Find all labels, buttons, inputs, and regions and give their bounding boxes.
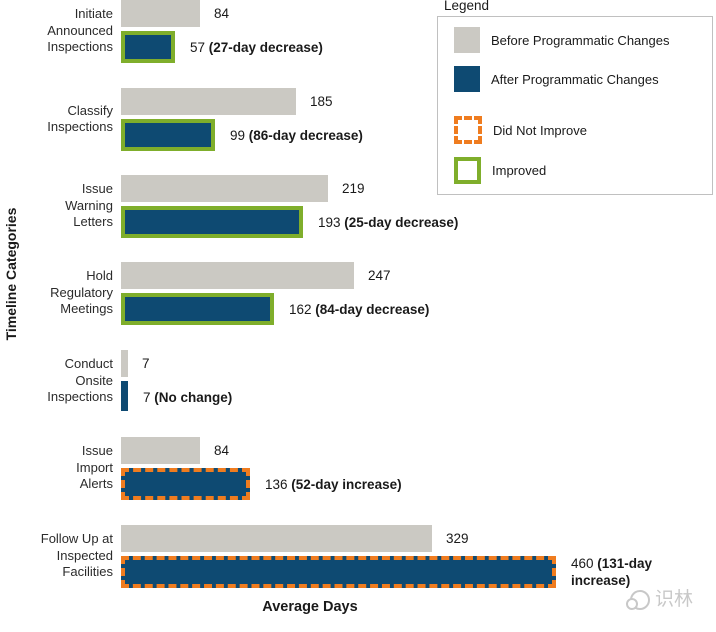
legend-item-label: Before Programmatic Changes [491, 32, 670, 48]
after-value-label: 136 (52-day increase) [265, 476, 402, 492]
before-swatch [454, 27, 480, 53]
legend: Before Programmatic Changes After Progra… [437, 16, 713, 195]
legend-item-label: After Programmatic Changes [491, 71, 659, 87]
chart-row: Conduct Onsite Inspections 7 7 (No change) [0, 350, 716, 416]
legend-item-after: After Programmatic Changes [454, 66, 659, 92]
after-value-label: 99 (86-day decrease) [230, 127, 363, 143]
after-bar [121, 293, 274, 325]
before-bar [121, 0, 200, 27]
watermark-logo-icon [626, 588, 650, 612]
before-value-label: 84 [214, 6, 230, 21]
after-bar [121, 206, 303, 238]
improved-swatch [454, 157, 481, 184]
category-label: Classify Inspections [47, 102, 113, 135]
before-bar [121, 350, 128, 377]
before-value-label: 84 [214, 443, 230, 458]
before-bar [121, 262, 354, 289]
watermark: 识林 [626, 588, 693, 612]
chart-row: Hold Regulatory Meetings 247 162 (84-day dec… [0, 262, 716, 328]
legend-item-label: Did Not Improve [493, 122, 587, 138]
chart-row: Initiate Announced Inspections 84 57 (27-day… [0, 0, 716, 66]
category-label: Hold Regulatory Meetings [50, 268, 113, 317]
before-bar [121, 525, 432, 552]
before-value-label: 7 [142, 356, 150, 371]
after-bar [121, 468, 250, 500]
y-axis-label: Timeline Categories [3, 207, 19, 341]
before-value-label: 219 [342, 181, 365, 196]
category-label: Follow Up at Inspected Facilities [40, 531, 113, 580]
after-bar [121, 381, 128, 411]
category-label: Issue Import Alerts [76, 443, 113, 492]
category-label: Initiate Announced Inspections [47, 6, 113, 55]
chart-row: Issue Warning Letters 219 193 (25-day decrea… [0, 175, 716, 241]
before-bar [121, 88, 296, 115]
after-value-label: 193 (25-day decrease) [318, 214, 459, 230]
after-value-label: 7 (No change) [143, 389, 233, 405]
after-bar [121, 31, 175, 63]
x-axis-label: Average Days [262, 599, 358, 615]
after-value-label: 162 (84-day decrease) [289, 301, 430, 317]
category-label: Issue Warning Letters [65, 181, 113, 230]
after-bar [121, 119, 215, 151]
legend-title: Legend [444, 0, 490, 13]
watermark-text: 识林 [655, 589, 694, 610]
after-value-label: 460 (131-day increase) [571, 556, 653, 588]
legend-item-before: Before Programmatic Changes [454, 27, 669, 53]
legend-item-did-not-improve: Did Not Improve [454, 116, 587, 144]
before-bar [121, 437, 200, 464]
chart-row: Follow Up at Inspected Facilities 329 460 (1… [0, 525, 716, 591]
after-swatch [454, 66, 480, 92]
before-value-label: 185 [310, 94, 333, 109]
before-value-label: 329 [446, 531, 469, 546]
did-not-improve-swatch [454, 116, 482, 144]
after-bar [121, 556, 556, 588]
legend-item-improved: Improved [454, 157, 546, 184]
before-value-label: 247 [368, 268, 391, 283]
after-value-label: 57 (27-day decrease) [190, 39, 323, 55]
before-bar [121, 175, 328, 202]
category-label: Conduct Onsite Inspections [47, 356, 113, 405]
legend-item-label: Improved [492, 163, 547, 178]
chart-row: Issue Import Alerts 84 136 (52-day increase) [0, 437, 716, 503]
chart-row: Classify Inspections 185 99 (86-day decreas… [0, 88, 716, 154]
